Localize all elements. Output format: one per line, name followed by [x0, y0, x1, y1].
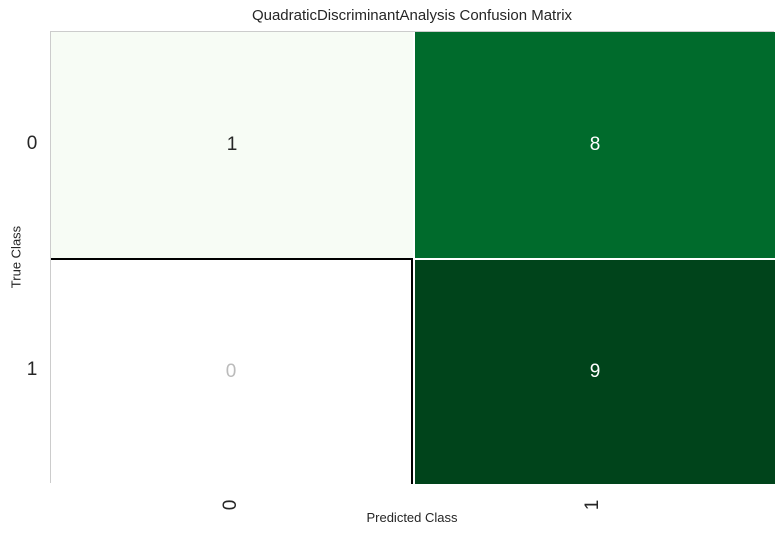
heatmap-cell-1-0: 0	[51, 258, 413, 484]
x-tick-label: 1	[582, 499, 603, 511]
cell-value-0-1: 8	[589, 134, 601, 155]
chart-title: QuadraticDiscriminantAnalysis Confusion …	[251, 7, 573, 24]
heatmap-cell-0-0: 1	[51, 32, 413, 258]
y-axis-label: True Class	[8, 225, 24, 289]
heatmap-cell-0-1: 8	[413, 32, 775, 258]
heatmap-cell-1-1: 9	[413, 258, 775, 484]
y-tick-label: 0	[26, 133, 38, 154]
cell-value-0-0: 1	[226, 134, 238, 155]
x-axis-label: Predicted Class	[366, 510, 458, 525]
x-tick-label: 0	[220, 499, 241, 511]
cell-value-1-0: 0	[225, 361, 237, 382]
y-tick-label: 1	[26, 359, 38, 380]
cell-value-1-1: 9	[589, 361, 601, 382]
